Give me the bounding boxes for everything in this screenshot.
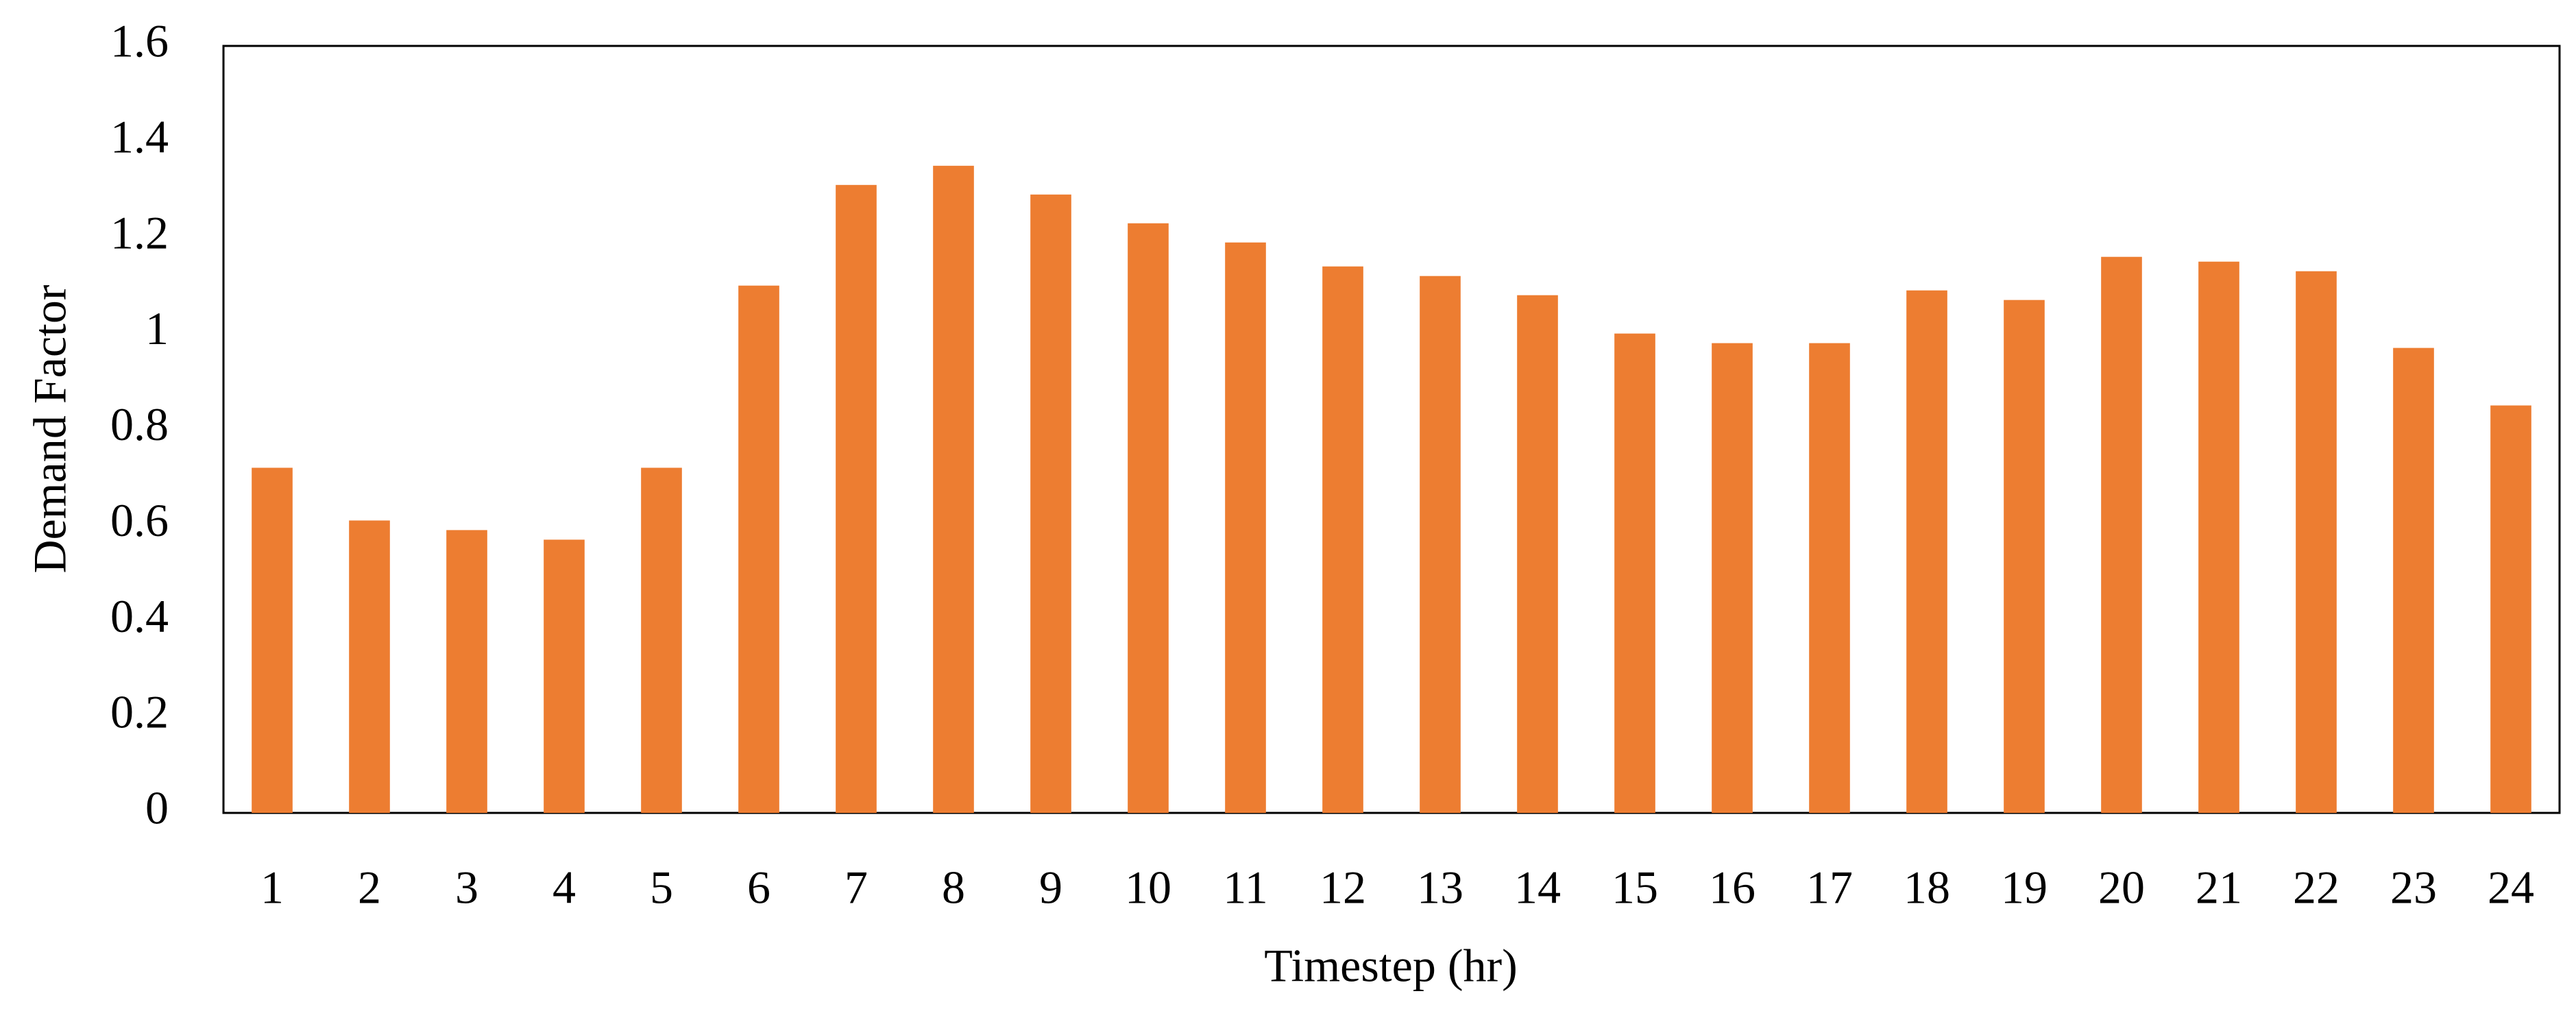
x-tick-label: 18 bbox=[1904, 862, 1950, 914]
y-tick-label: 0.8 bbox=[110, 398, 169, 450]
x-axis-label: Timestep (hr) bbox=[1264, 940, 1518, 992]
y-tick-label: 0 bbox=[145, 782, 169, 834]
bar bbox=[252, 467, 293, 813]
y-tick-label: 0.2 bbox=[110, 686, 169, 738]
bar bbox=[2490, 405, 2531, 813]
x-tick-label: 4 bbox=[552, 862, 576, 914]
bar bbox=[1712, 343, 1753, 813]
x-tick-label: 19 bbox=[2001, 862, 2048, 914]
x-tick-label: 5 bbox=[650, 862, 673, 914]
bar bbox=[1517, 295, 1558, 813]
x-tick-label: 3 bbox=[455, 862, 478, 914]
bar bbox=[2296, 271, 2337, 813]
bar bbox=[1809, 343, 1850, 813]
x-tick-label: 20 bbox=[2098, 862, 2145, 914]
bar bbox=[1225, 242, 1266, 813]
bar bbox=[2004, 300, 2045, 813]
x-tick-label: 8 bbox=[942, 862, 965, 914]
x-tick-label: 6 bbox=[747, 862, 770, 914]
x-tick-label: 17 bbox=[1806, 862, 1853, 914]
x-tick-label: 10 bbox=[1125, 862, 1171, 914]
x-tick-label: 15 bbox=[1612, 862, 1658, 914]
bar bbox=[2101, 256, 2142, 814]
x-tick-label: 11 bbox=[1223, 862, 1267, 914]
bar bbox=[1030, 194, 1071, 813]
bar bbox=[1420, 276, 1461, 813]
x-tick-label: 9 bbox=[1039, 862, 1062, 914]
bar bbox=[1906, 290, 1947, 813]
bar bbox=[1614, 333, 1655, 813]
y-tick-label: 0.6 bbox=[110, 494, 169, 546]
y-tick-label: 1.4 bbox=[110, 110, 169, 162]
y-axis-label: Demand Factor bbox=[24, 284, 76, 573]
bar bbox=[349, 520, 390, 813]
x-tick-label: 23 bbox=[2390, 862, 2437, 914]
x-tick-label: 12 bbox=[1320, 862, 1366, 914]
x-tick-label: 21 bbox=[2196, 862, 2242, 914]
bar bbox=[738, 285, 779, 813]
x-tick-label: 1 bbox=[260, 862, 284, 914]
bar bbox=[1322, 266, 1363, 813]
bar bbox=[836, 184, 877, 814]
y-tick-label: 1.2 bbox=[110, 206, 169, 258]
bar bbox=[2198, 261, 2239, 813]
x-tick-label: 2 bbox=[358, 862, 381, 914]
bar bbox=[1128, 223, 1169, 813]
bar bbox=[641, 467, 682, 813]
x-tick-label: 22 bbox=[2293, 862, 2340, 914]
x-tick-label: 16 bbox=[1709, 862, 1755, 914]
bar bbox=[2393, 348, 2434, 813]
bar bbox=[544, 539, 585, 813]
bar bbox=[933, 165, 974, 813]
x-tick-label: 13 bbox=[1417, 862, 1463, 914]
y-tick-label: 1 bbox=[145, 302, 169, 354]
x-tick-label: 7 bbox=[845, 862, 868, 914]
x-tick-label: 14 bbox=[1514, 862, 1561, 914]
x-tick-label: 24 bbox=[2488, 862, 2534, 914]
y-tick-label: 0.4 bbox=[110, 590, 169, 642]
y-tick-label: 1.6 bbox=[110, 15, 169, 67]
bar bbox=[446, 530, 487, 813]
